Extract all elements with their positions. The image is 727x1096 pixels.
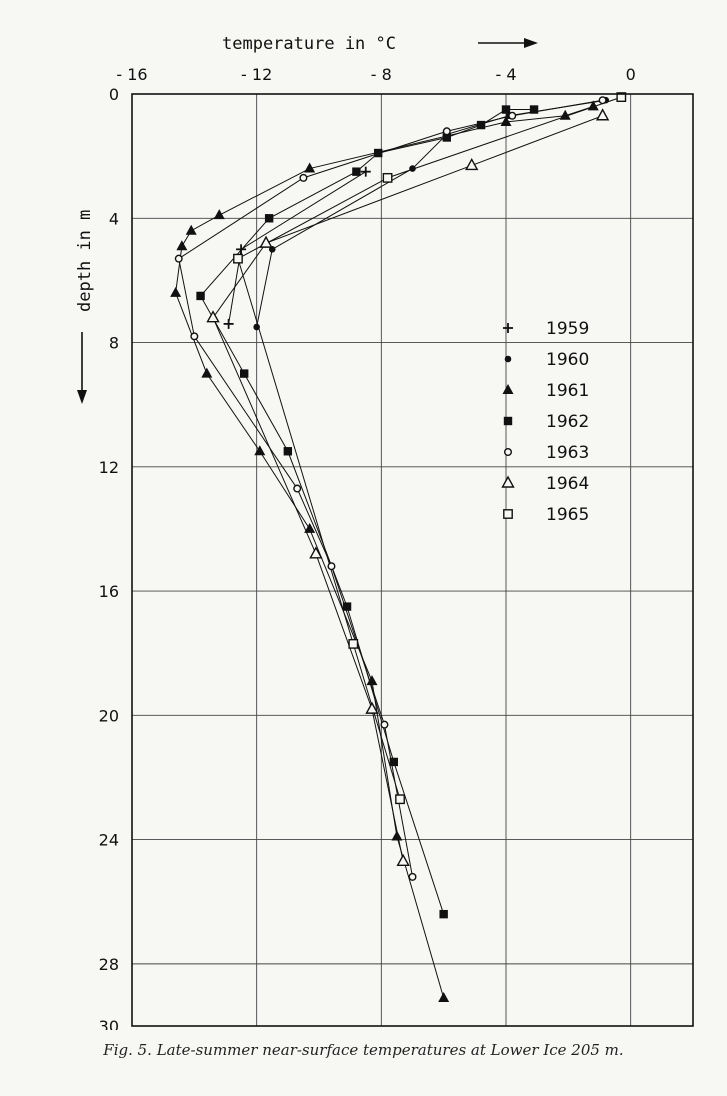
filled-triangle-marker	[438, 992, 450, 1003]
open-circle-marker	[508, 111, 517, 120]
legend-label: 1959	[546, 319, 589, 339]
open-triangle-marker	[465, 158, 479, 171]
filled-square-marker	[389, 757, 398, 767]
y-tick-label: 24	[99, 831, 119, 850]
y-tick-label: 30	[99, 1017, 119, 1030]
series-line-1959	[228, 171, 367, 324]
dot-marker	[504, 355, 512, 363]
y-axis-arrow-icon	[77, 332, 87, 404]
filled-triangle-marker	[587, 100, 599, 111]
legend-label: 1961	[546, 381, 589, 401]
open-square-marker	[616, 92, 627, 103]
plus-marker	[223, 318, 234, 329]
open-circle-marker	[442, 127, 451, 136]
open-square-marker	[348, 638, 359, 649]
filled-square-marker	[240, 369, 249, 378]
filled-triangle-marker	[304, 522, 316, 533]
open-circle-marker	[174, 254, 183, 263]
open-circle-marker	[408, 872, 417, 881]
dot-marker	[253, 323, 260, 331]
filled-triangle-marker	[304, 162, 316, 173]
filled-triangle-marker	[185, 224, 197, 235]
legend: 1959 1960 1961 1962 1963 1964 1965	[501, 319, 589, 525]
x-tick-label: - 8	[371, 65, 392, 84]
open-triangle-marker	[259, 235, 273, 248]
filled-square-marker	[501, 105, 511, 114]
filled-triangle-marker	[201, 367, 213, 378]
y-tick-label: 20	[99, 706, 119, 725]
open-square-marker	[395, 794, 405, 805]
filled-square-marker	[442, 133, 451, 142]
y-tick-label: 0	[109, 85, 119, 104]
dot-marker	[409, 165, 416, 172]
filled-square-marker	[529, 105, 539, 114]
open-square-marker	[233, 253, 243, 264]
filled-square-marker	[264, 214, 274, 223]
filled-triangle-marker	[176, 240, 188, 251]
x-tick-label: - 12	[241, 65, 272, 84]
open-triangle-marker	[501, 475, 515, 488]
plus-marker	[503, 323, 513, 333]
legend-label: 1965	[546, 505, 589, 525]
open-square-marker	[382, 172, 393, 183]
filled-triangle-marker	[366, 675, 378, 686]
filled-triangle-marker	[391, 830, 403, 841]
series-line-1964	[212, 115, 603, 862]
filled-square-marker	[476, 120, 486, 130]
grid	[132, 94, 693, 1026]
plot-frame	[131, 93, 694, 1027]
chart: - 16 - 12 - 8 - 4 0 0 4 8 12 16 20 24 28 30 temperat…	[75, 34, 694, 1030]
legend-label: 1962	[546, 412, 589, 432]
open-triangle-marker	[595, 108, 610, 121]
open-circle-marker	[380, 720, 389, 729]
y-axis-title: depth in m	[75, 210, 95, 312]
series-line-1962	[199, 109, 535, 915]
y-tick-label: 4	[109, 209, 119, 228]
open-circle-marker	[598, 96, 607, 105]
plus-marker	[360, 166, 371, 177]
filled-triangle-marker	[502, 384, 514, 394]
y-tick-labels: 0 4 8 12 16 20 24 28 30	[99, 85, 119, 1030]
filled-square-marker	[374, 148, 383, 158]
series-line-1961	[175, 105, 594, 999]
open-triangle-marker	[396, 853, 410, 867]
filled-square-marker	[196, 291, 205, 301]
x-axis-title: temperature in °C	[222, 34, 396, 54]
legend-label: 1963	[546, 443, 589, 463]
legend-label: 1964	[546, 474, 589, 494]
filled-triangle-marker	[213, 209, 225, 220]
filled-triangle-marker	[254, 445, 266, 456]
legend-label: 1960	[546, 350, 589, 370]
open-triangle-marker	[309, 546, 323, 559]
filled-square-marker	[342, 602, 352, 611]
filled-triangle-marker	[170, 286, 182, 297]
y-tick-label: 28	[99, 955, 119, 974]
filled-square-marker	[352, 167, 361, 176]
x-tick-label: 0	[626, 65, 636, 84]
x-tick-label: - 16	[116, 65, 147, 84]
plus-marker	[236, 244, 247, 255]
filled-square-marker	[503, 416, 513, 426]
open-circle-marker	[327, 562, 336, 571]
open-circle-marker	[299, 173, 308, 182]
data-markers	[170, 92, 627, 1003]
y-tick-label: 16	[99, 582, 119, 601]
filled-square-marker	[283, 447, 293, 456]
x-tick-labels: - 16 - 12 - 8 - 4 0	[116, 65, 635, 84]
filled-triangle-marker	[500, 115, 512, 126]
open-triangle-marker	[206, 310, 220, 323]
filled-triangle-marker	[559, 109, 571, 120]
y-tick-label: 8	[109, 334, 119, 353]
open-circle-marker	[504, 448, 513, 457]
open-triangle-marker	[365, 701, 379, 714]
x-axis-arrow-icon	[478, 38, 538, 48]
figure-caption: Fig. 5. Late-summer near-surface tempera…	[103, 1041, 624, 1059]
open-circle-marker	[293, 484, 302, 493]
y-tick-label: 12	[99, 458, 119, 477]
x-tick-label: - 4	[495, 65, 516, 84]
filled-square-marker	[439, 909, 448, 919]
open-square-marker	[503, 509, 513, 519]
open-circle-marker	[190, 332, 199, 341]
